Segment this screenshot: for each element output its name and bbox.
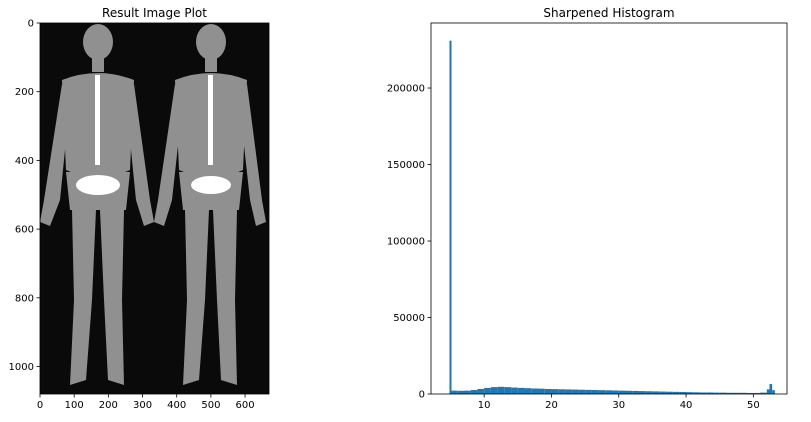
hist-bar	[564, 389, 572, 394]
x-tick-label: 100	[65, 400, 84, 411]
hist-bar	[733, 392, 740, 394]
hist-bar	[449, 40, 452, 395]
hist-bar	[706, 392, 713, 394]
hist-bar	[578, 389, 586, 394]
hist-bar	[659, 391, 666, 394]
x-tick-label: 300	[133, 400, 152, 411]
y-tick-label: 200	[15, 87, 34, 98]
y-tick-label: 600	[15, 225, 34, 236]
x-tick-label: 600	[236, 400, 255, 411]
y-tick-label: 1000	[9, 362, 34, 373]
hist-bar	[625, 390, 633, 394]
y-tick-label: 0	[28, 19, 34, 30]
y-tick-label: 200000	[387, 84, 425, 95]
hist-bar	[652, 391, 660, 394]
hist-bar	[612, 390, 619, 394]
hist-bar	[753, 392, 761, 394]
hist-bar	[605, 390, 613, 394]
hist-bar	[484, 387, 491, 394]
x-tick-label: 50	[747, 400, 760, 411]
x-tick-label: 400	[167, 400, 186, 411]
hist-bar	[571, 389, 579, 394]
x-tick-label: 500	[201, 400, 220, 411]
hist-bar	[769, 384, 773, 394]
hist-bar	[726, 392, 734, 394]
hist-bar	[598, 390, 606, 394]
hist-bar	[511, 387, 518, 394]
axes-frame	[39, 22, 270, 395]
x-tick-label: 10	[478, 400, 491, 411]
hist-bar	[585, 389, 592, 394]
x-tick-label: 200	[99, 400, 118, 411]
y-tick-label: 0	[419, 390, 425, 401]
y-tick-label: 50000	[393, 313, 425, 324]
hist-bar	[490, 387, 498, 394]
hist-bar	[772, 390, 775, 394]
x-tick-label: 40	[680, 400, 693, 411]
hist-bar	[457, 390, 464, 394]
hist-bar	[712, 392, 720, 394]
x-tick-label: 20	[545, 400, 558, 411]
hist-bar	[504, 387, 512, 394]
hist-bar	[632, 390, 639, 394]
hist-bar	[760, 392, 767, 394]
hist-bar	[591, 390, 599, 394]
x-tick-label: 0	[37, 400, 43, 411]
hist-bar	[686, 392, 693, 394]
hist-bar	[524, 388, 532, 394]
hist-bar	[538, 388, 545, 394]
y-tick-label: 100000	[387, 237, 425, 248]
hist-bar	[665, 391, 673, 394]
hist-bar	[544, 388, 552, 394]
hist-bar	[699, 392, 707, 394]
hist-bar	[477, 388, 485, 394]
y-tick-label: 400	[15, 156, 34, 167]
hist-bar	[672, 391, 680, 394]
hist-bar	[517, 387, 525, 394]
hist-bar	[679, 392, 687, 394]
y-tick-label: 150000	[387, 160, 425, 171]
hist-bar	[719, 392, 727, 394]
hist-bar	[531, 388, 539, 394]
hist-bar	[497, 386, 505, 394]
hist-bar	[451, 390, 458, 394]
axes-frame	[430, 22, 788, 395]
scan-image	[40, 23, 269, 394]
axes-title: Sharpened Histogram	[543, 6, 674, 20]
hist-bar	[746, 392, 754, 394]
hist-bar	[645, 391, 653, 394]
hist-bar	[558, 389, 565, 394]
axes-title: Result Image Plot	[102, 6, 207, 20]
x-tick-label: 30	[612, 400, 625, 411]
hist-bar	[470, 390, 478, 394]
hist-bar	[638, 391, 646, 394]
hist-bar	[463, 390, 471, 394]
hist-bar	[551, 389, 559, 394]
hist-bar	[692, 392, 700, 394]
y-tick-label: 800	[15, 293, 34, 304]
hist-bar	[739, 392, 747, 394]
hist-bar	[618, 390, 626, 394]
hist-bar	[766, 389, 770, 394]
